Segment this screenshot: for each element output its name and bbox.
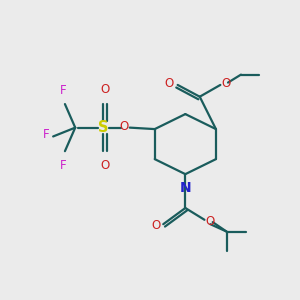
Text: F: F xyxy=(60,158,67,172)
Text: O: O xyxy=(119,120,128,133)
Text: F: F xyxy=(43,128,49,142)
Text: O: O xyxy=(206,215,215,228)
Text: O: O xyxy=(100,83,110,96)
Text: F: F xyxy=(60,84,67,97)
Text: O: O xyxy=(165,77,174,90)
Text: O: O xyxy=(151,219,160,232)
Text: N: N xyxy=(179,181,191,195)
Text: O: O xyxy=(222,77,231,90)
Text: S: S xyxy=(98,120,109,135)
Text: O: O xyxy=(100,159,110,172)
